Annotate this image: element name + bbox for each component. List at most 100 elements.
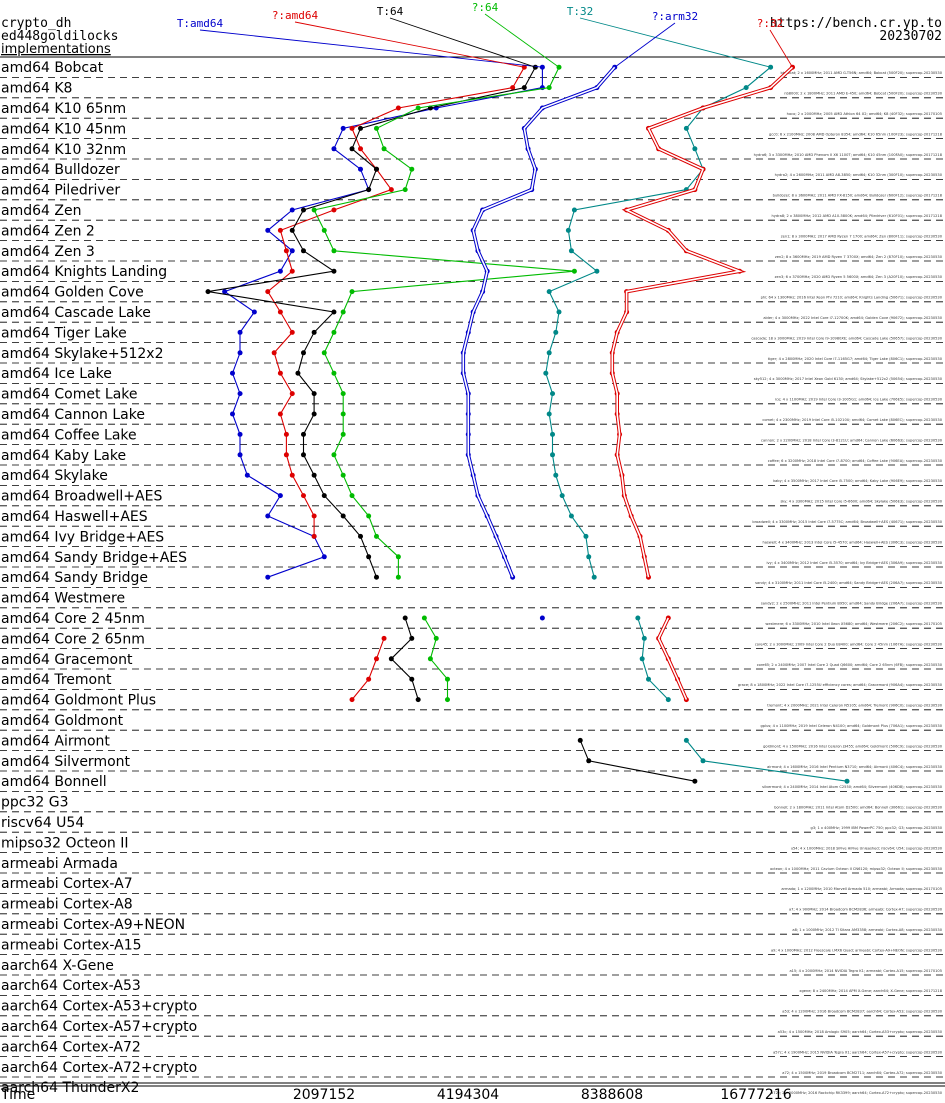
row-label: amd64 Core 2 45nm	[1, 611, 145, 627]
row-note: a9; 4 x 1000MHz; 2012 Freescale i.MX6 Qu…	[771, 948, 943, 952]
x-tick-label: 4194304	[437, 1087, 499, 1103]
row-label: aarch64 Cortex-A53	[1, 978, 141, 994]
series-line	[207, 66, 536, 578]
series-leader	[294, 21, 525, 68]
title-line-2: ed448goldilocks	[1, 29, 118, 44]
row-note: goldmont; 4 x 1500MHz; 2016 Intel Celero…	[763, 744, 943, 748]
row-label: amd64 Bonnell	[1, 774, 107, 790]
row-note: gplus; 4 x 1100MHz; 2019 Intel Celeron N…	[761, 724, 943, 728]
row-note: sky512; 4 x 3000MHz; 2017 Intel Xeon Gol…	[754, 377, 943, 381]
title-line-1: crypto_dh	[1, 16, 71, 31]
row-label: amd64 K10 45nm	[1, 121, 126, 137]
row-note: a72c; 2 x 2000MHz; 2016 Rockchip RK3399;…	[771, 1091, 943, 1095]
row-label: amd64 Core 2 65nm	[1, 631, 145, 647]
row-label: aarch64 Cortex-A72	[1, 1039, 141, 1055]
x-tick-label: 2097152	[293, 1087, 355, 1103]
row-label: aarch64 X-Gene	[1, 958, 114, 974]
row-label: amd64 Knights Landing	[1, 264, 167, 280]
row-label: riscv64 U54	[1, 815, 84, 831]
series-label: ?:arm32	[652, 10, 698, 23]
row-note: sandy; 4 x 3100MHz; 2011 Intel Core i5-2…	[755, 581, 943, 585]
row-note: armada; 1 x 1200MHz; 2010 Marvell Armada…	[781, 887, 942, 891]
row-note: cannon; 2 x 2200MHz; 2018 Intel Core i3-…	[761, 438, 943, 442]
row-note: gcc0; 6 x 2100MHz; 2008 AMD Opteron 8354…	[769, 132, 943, 136]
row-label: aarch64 ThunderX2	[1, 1080, 139, 1096]
data-point	[577, 737, 583, 743]
row-label: amd64 Golden Cove	[1, 285, 144, 301]
row-label: amd64 Haswell+AES	[1, 509, 148, 525]
series-line	[579, 740, 696, 782]
series-line	[545, 66, 771, 578]
site-url[interactable]: https://bench.cr.yp.to	[770, 16, 942, 31]
row-label: armeabi Cortex-A15	[1, 937, 142, 953]
row-label: mipso32 Octeon II	[1, 835, 129, 851]
row-note: octeon; 4 x 1000MHz; 2011 Cavium Octeon …	[770, 867, 943, 871]
series-leader	[614, 22, 676, 68]
series-line	[637, 617, 669, 700]
data-point	[421, 615, 427, 621]
row-label: amd64 Bulldozer	[1, 162, 120, 178]
report-date: 20230702	[879, 29, 942, 44]
row-label: amd64 Westmere	[1, 591, 125, 607]
series-line	[685, 740, 848, 782]
row-note: nb8000; 2 x 1800MHz; 2011 AMD E-450; amd…	[784, 92, 943, 96]
row-note: airmont; 4 x 1600MHz; 2016 Intel Pentium…	[767, 765, 943, 769]
series-line	[313, 66, 575, 578]
series-leader	[769, 29, 793, 68]
row-note: tremont; 4 x 2000MHz; 2021 Intel Celeron…	[767, 704, 942, 708]
row-label: aarch64 Cortex-A72+crypto	[1, 1060, 197, 1076]
series-leader	[199, 29, 543, 68]
row-note: kaby; 4 x 3500MHz; 2017 Intel Core i5-75…	[773, 479, 943, 483]
row-label: aarch64 Cortex-A53+crypto	[1, 999, 197, 1015]
row-label: armeabi Cortex-A7	[1, 876, 133, 892]
row-note: comet; 4 x 2300MHz; 2019 Intel Core i5-1…	[762, 418, 942, 422]
row-label: amd64 Silvermont	[1, 754, 131, 770]
row-label: amd64 K10 65nm	[1, 101, 126, 117]
data-point	[402, 615, 408, 621]
series-leader	[389, 17, 536, 68]
row-note: u54; 4 x 1000MHz; 2018 SiFive HiFive Unl…	[791, 846, 943, 850]
row-note: a57c; 4 x 1900MHz; 2015 NVIDIA Tegra X1;…	[773, 1050, 943, 1054]
x-axis-label: Time	[0, 1087, 35, 1103]
row-label: amd64 Bobcat	[1, 60, 104, 76]
row-label: armeabi Cortex-A8	[1, 897, 133, 913]
row-note: a7; 4 x 900MHz; 2014 Broadcom BCM2836; a…	[789, 908, 943, 912]
series-label: ?:32	[757, 17, 784, 30]
row-label: amd64 K8	[1, 81, 72, 97]
series-line	[423, 617, 449, 700]
series-line	[611, 66, 794, 578]
row-note: hoco; 2 x 2000MHz; 2005 AMD Athlon 64 X2…	[787, 112, 942, 116]
row-label: armeabi Armada	[1, 856, 118, 872]
row-label: armeabi Cortex-A9+NEON	[1, 917, 185, 933]
series-label: ?:64	[472, 1, 499, 14]
row-label: amd64 Skylake	[1, 468, 108, 484]
row-label: amd64 Zen 2	[1, 223, 95, 239]
title-line-3[interactable]: implementations	[1, 42, 111, 57]
row-note: core45; 2 x 3000MHz; 2009 Intel Core 2 D…	[755, 642, 943, 646]
row-label: amd64 Sandy Bridge+AES	[1, 550, 187, 566]
data-point	[381, 635, 387, 641]
data-point	[844, 778, 850, 784]
series-label: T:64	[377, 5, 404, 18]
row-label: amd64 Tremont	[1, 672, 112, 688]
row-note: a53; 4 x 1200MHz; 2016 Broadcom BCM2837;…	[782, 1010, 942, 1014]
row-note: core65; 2 x 2400MHz; 2007 Intel Core 2 Q…	[757, 663, 943, 667]
row-label: amd64 Ice Lake	[1, 366, 112, 382]
series-label: T:amd64	[177, 17, 224, 30]
row-note: hydra6; 3 x 3300MHz; 2010 AMD Phenom II …	[754, 153, 943, 157]
row-note: a72; 4 x 1500MHz; 2019 Broadcom BCM2711;…	[782, 1071, 942, 1075]
series-leader	[579, 17, 771, 68]
row-note: zen2; 8 x 3600MHz; 2019 AMD Ryzen 7 3700…	[775, 255, 943, 259]
row-note: a53c; 4 x 1500MHz; 2018 Amlogic S905; aa…	[778, 1030, 943, 1034]
row-note: g3; 1 x 400MHz; 1999 IBM PowerPC 750; pp…	[811, 826, 943, 830]
row-note: bonnell; 2 x 1800MHz; 2011 Intel Atom D2…	[774, 806, 943, 810]
row-label: amd64 Kaby Lake	[1, 448, 126, 464]
series-line	[351, 638, 385, 700]
row-label: amd64 Tiger Lake	[1, 325, 127, 341]
series-label: T:32	[567, 5, 594, 18]
row-note: zen1; 8 x 3000MHz; 2017 AMD Ryzen 7 1700…	[781, 234, 943, 238]
row-note: a15; 4 x 2000MHz; 2014 NVIDIA Tegra K1; …	[789, 969, 942, 973]
row-note: zen3; 6 x 3700MHz; 2020 AMD Ryzen 5 5600…	[775, 275, 943, 279]
row-label: amd64 Airmont	[1, 733, 110, 749]
